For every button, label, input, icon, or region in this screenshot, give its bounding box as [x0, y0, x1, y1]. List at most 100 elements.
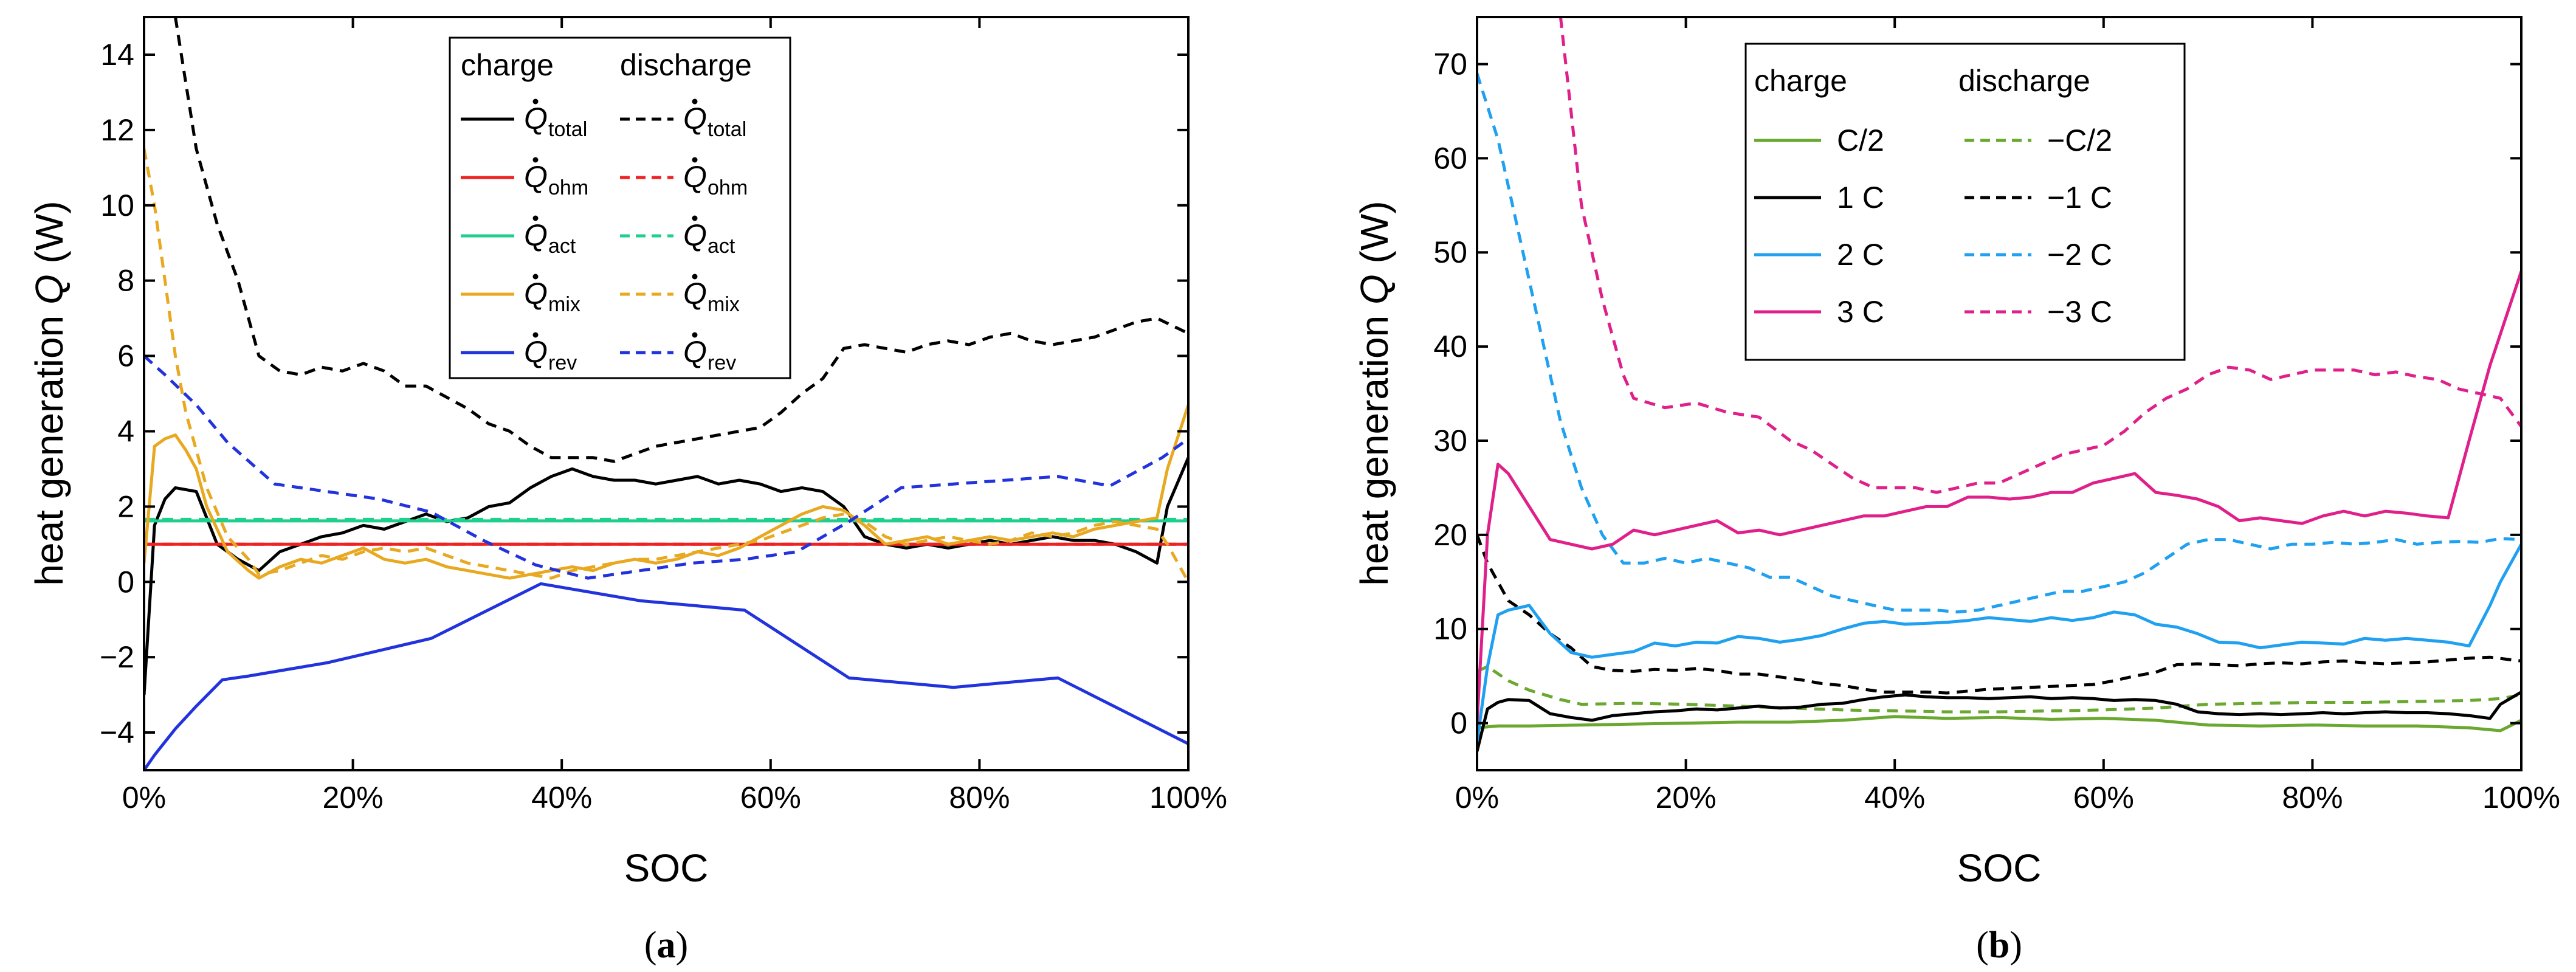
- panel-a-legend-sub-ohm: ohm: [548, 176, 588, 199]
- panel-a-legend-header-charge: charge: [461, 48, 554, 82]
- panel-b-y-tick-label: 0: [1450, 706, 1467, 740]
- panel-a-legend-symbol-act: Q: [683, 218, 707, 252]
- panel-a-series-q-total-discharge-dashed: [174, 17, 1188, 463]
- panel-a-caption-letter: a: [657, 925, 676, 966]
- panel-b-x-tick-label: 40%: [1864, 781, 1925, 815]
- panel-a-legend-dot-ohm: [532, 157, 539, 163]
- panel-a-legend-dot-total: [692, 98, 698, 105]
- panel-b-series: [1477, 17, 2521, 752]
- panel-a-legend-sub-total: total: [708, 118, 746, 141]
- panel-a-legend-symbol-ohm: Q: [524, 160, 548, 194]
- panel-b-x-tick-label: 60%: [2073, 781, 2134, 815]
- panel-a-y-axis-label: heat generation Q (W): [27, 201, 71, 585]
- panel-b-series-1-c: [1477, 691, 2521, 752]
- panel-b-ticks: 0% 20% 40% 60% 80% 100% 0 10 20 30 40 50 60 70: [1433, 17, 2560, 815]
- panel-a-y-tick-label: 8: [117, 264, 134, 298]
- panel-a-y-tick-label: 0: [117, 565, 134, 599]
- panel-a-legend-sub-act: act: [548, 235, 576, 258]
- panel-a-y-axis-label-symbol: Q: [27, 274, 71, 305]
- panel-b-legend-box: [1744, 43, 2186, 361]
- panel-b-legend: charge discharge C/2 −C/2 1 C −1 C 2 C −2 C 3 C −…: [1744, 43, 2186, 361]
- panel-a-legend-symbol-act: Q: [524, 218, 548, 252]
- panel-a-legend-symbol-rev: Q: [683, 335, 707, 369]
- panel-a-caption-close: ): [676, 925, 689, 966]
- panel-b-legend-header-discharge: discharge: [1958, 64, 2090, 98]
- panel-a-legend-sub-total: total: [548, 118, 587, 141]
- panel-a-y-tick-label: 12: [100, 113, 134, 147]
- panel-a-y-axis-label-text: heat generation Q (W): [27, 201, 71, 585]
- panel-b-x-tick-label: 80%: [2282, 781, 2343, 815]
- panel-b-y-axis-label-unit: (W): [1352, 201, 1396, 263]
- panel-b-y-axis-label-plain: heat generation: [1352, 305, 1396, 586]
- panel-a-y-tick-label: −4: [100, 715, 134, 750]
- panel-a-legend-symbol-total: Q: [524, 102, 548, 136]
- panel-a-y-axis-label-plain: heat generation: [27, 305, 71, 586]
- panel-a-legend-dot-rev: [692, 332, 698, 338]
- panel-a-y-tick-label: 6: [117, 339, 134, 373]
- panel-b-caption-close: ): [2009, 925, 2022, 966]
- panel-b-legend-label-2-c: 2 C: [1837, 238, 1884, 272]
- panel-a-legend-sub-act: act: [708, 235, 735, 258]
- panel-b-y-tick-label: 10: [1433, 612, 1467, 646]
- panel-b-caption-open: (: [1976, 925, 1989, 966]
- panel-b-series-2-c-dashed: [1477, 73, 2521, 614]
- panel-a-legend-symbol-mix: Q: [524, 277, 548, 311]
- panel-a-legend-symbol-rev: Q: [524, 335, 548, 369]
- panel-b-x-tick-label: 20%: [1656, 781, 1717, 815]
- panel-a-y-tick-label: 2: [117, 489, 134, 523]
- panel-a-legend-dot-total: [532, 98, 539, 105]
- panel-b-y-tick-label: 20: [1433, 518, 1467, 552]
- panel-b-legend-label-3-c: 3 C: [1837, 295, 1884, 329]
- panel-b-y-tick-label: 30: [1433, 424, 1467, 458]
- panel-b-legend-header-charge: charge: [1754, 64, 1847, 98]
- panel-b-series-c-2-dashed: [1477, 665, 2521, 714]
- panel-a-x-tick-label: 40%: [531, 781, 592, 815]
- panel-b-series-3-c-dashed: [1558, 17, 2521, 494]
- panel-a-x-tick-label: 100%: [1149, 781, 1227, 815]
- panel-a-x-tick-label: 60%: [740, 781, 801, 815]
- panel-a-legend-sub-ohm: ohm: [708, 176, 748, 199]
- panel-b-y-axis-label-space: [1352, 263, 1396, 274]
- panel-a-y-tick-label: 14: [100, 38, 134, 72]
- panel-a-y-tick-label: −2: [100, 640, 134, 674]
- panel-a-legend-sub-rev: rev: [548, 351, 577, 374]
- panel-a-series-q-rev-discharge-dashed: [144, 354, 1188, 580]
- panel-b: 0% 20% 40% 60% 80% 100% 0 10 20 30 40 50 60 70 SOC he…: [1352, 16, 2560, 966]
- panel-b-y-tick-label: 60: [1433, 141, 1467, 175]
- panel-a-series-q-rev-charge: [144, 582, 1188, 770]
- panel-b-y-tick-label: 70: [1433, 47, 1467, 81]
- panel-a-x-tick-label: 20%: [323, 781, 384, 815]
- panel-a-x-tick-label: 80%: [949, 781, 1010, 815]
- panel-a-y-tick-label: 4: [117, 414, 134, 448]
- panel-a-legend-symbol-ohm: Q: [683, 160, 707, 194]
- panel-a-plot-frame: [143, 16, 1190, 771]
- panel-b-caption-letter: b: [1989, 925, 2009, 966]
- panel-b-caption: (b): [1976, 925, 2022, 966]
- panel-a: 0% 20% 40% 60% 80% 100% −4 −2 0 2 4 6 8 10 12 14 SOC he…: [27, 16, 1227, 966]
- panel-b-legend-label-c-2: C/2: [1837, 123, 1884, 157]
- panel-a-y-axis-label-unit: (W): [27, 201, 71, 263]
- panel-b-legend-label-neg-2-c: −2 C: [2047, 238, 2112, 272]
- panel-b-x-tick-label: 0%: [1455, 781, 1499, 815]
- panel-a-legend-sub-rev: rev: [708, 351, 736, 374]
- panel-b-y-tick-label: 50: [1433, 235, 1467, 269]
- panel-a-legend-dot-ohm: [692, 157, 698, 163]
- panel-a-legend-dot-mix: [692, 274, 698, 280]
- panel-a-ticks: 0% 20% 40% 60% 80% 100% −4 −2 0 2 4 6 8 10 12 14: [100, 17, 1227, 815]
- panel-b-plot-frame: [1476, 16, 2523, 771]
- panel-b-y-axis-label: heat generation Q (W): [1352, 201, 1396, 585]
- panel-b-legend-label-1-c: 1 C: [1837, 181, 1884, 215]
- panel-b-series-2-c: [1477, 543, 2521, 742]
- panel-a-legend-box: [449, 36, 791, 379]
- panel-b-legend-label-neg-3-c: −3 C: [2047, 295, 2112, 329]
- panel-a-legend-sub-mix: mix: [708, 293, 740, 316]
- panel-b-x-axis-label: SOC: [1957, 846, 2042, 890]
- panel-b-series-3-c: [1477, 271, 2521, 723]
- panel-a-legend-dot-rev: [532, 332, 539, 338]
- panel-a-legend-header-discharge: discharge: [620, 48, 752, 82]
- panel-a-legend-dot-act: [532, 215, 539, 221]
- panel-a-x-axis-label: SOC: [624, 846, 709, 890]
- panel-a-series: [144, 17, 1188, 770]
